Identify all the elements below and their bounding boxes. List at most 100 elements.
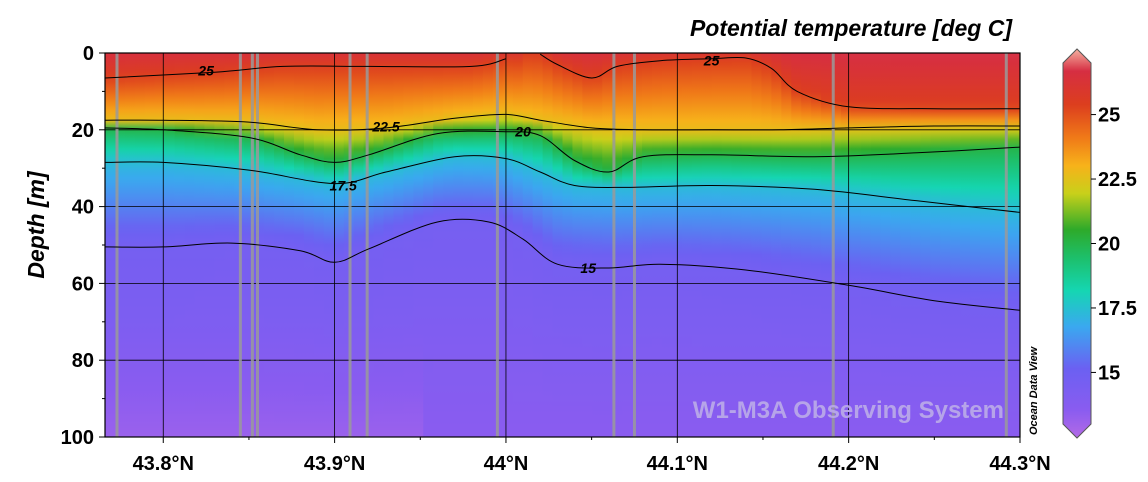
- field-column: [681, 53, 693, 437]
- field-column: [632, 53, 643, 437]
- contour-label: 25: [703, 53, 720, 69]
- field-column: [652, 53, 663, 437]
- field-column: [930, 53, 942, 437]
- field-column: [502, 53, 514, 437]
- field-column: [443, 53, 454, 437]
- field-column: [691, 53, 703, 437]
- field-column: [582, 53, 593, 437]
- field-column: [105, 53, 116, 437]
- field-column: [363, 53, 375, 437]
- contour-line-15: [105, 218, 1020, 311]
- contour-labels: 25 25 22.5 20 17.5 15: [197, 53, 719, 276]
- x-tick-label: 43.8°N: [133, 453, 194, 475]
- field-column: [1010, 53, 1020, 437]
- contour-line-22-5: [105, 113, 1020, 131]
- x-tick-label: 44.2°N: [818, 453, 879, 475]
- y-tick-label: 100: [61, 427, 94, 449]
- y-tick-label: 40: [72, 197, 94, 219]
- field-column: [731, 53, 743, 437]
- field-column: [393, 53, 404, 437]
- field-column: [423, 53, 434, 437]
- colorbar-tick-label: 15: [1098, 362, 1120, 384]
- field-column: [174, 53, 186, 437]
- field-column: [821, 53, 832, 437]
- contour-line-17-5: [105, 155, 1020, 213]
- field-column: [383, 53, 395, 437]
- field-column: [920, 53, 932, 437]
- station-lines: [115, 53, 1008, 437]
- y-axis-label: Depth [m]: [23, 170, 49, 279]
- colorbar-tick-label: 22.5: [1098, 169, 1137, 191]
- field-column: [293, 53, 305, 437]
- field-column: [840, 53, 852, 437]
- contour-line-25: [539, 53, 1020, 110]
- field-column: [323, 53, 335, 437]
- field-column: [552, 53, 564, 437]
- field-column: [990, 53, 1001, 437]
- chart-title: Potential temperature [deg C]: [690, 15, 1013, 41]
- plot-area: 25 25 22.5 20 17.5 15: [105, 53, 1020, 437]
- field-column: [791, 53, 802, 437]
- field-column: [472, 53, 484, 437]
- field-column: [463, 53, 474, 437]
- field-column: [900, 53, 912, 437]
- field-column: [303, 53, 315, 437]
- field-column: [642, 53, 653, 437]
- field-column: [274, 53, 285, 437]
- watermark: W1-M3A Observing System: [693, 397, 1004, 424]
- field-column: [701, 53, 713, 437]
- field-column: [711, 53, 723, 437]
- field-column: [940, 53, 951, 437]
- colorbar-tick-label: 17.5: [1098, 298, 1137, 320]
- contour-line-25: [105, 58, 507, 79]
- y-tick-label: 0: [83, 43, 94, 65]
- contour-line-20: [105, 127, 1020, 173]
- y-tick-label: 80: [72, 350, 94, 372]
- field-column: [532, 53, 544, 437]
- colorbar: 15 17.5 20 22.5 25: [1062, 48, 1137, 439]
- field-column: [572, 53, 583, 437]
- field-column: [214, 53, 225, 437]
- field-column: [910, 53, 922, 437]
- field-column: [313, 53, 325, 437]
- field-column: [264, 53, 275, 437]
- field-column: [194, 53, 206, 437]
- field-column: [204, 53, 216, 437]
- field-column: [164, 53, 176, 437]
- field-column: [890, 53, 902, 437]
- x-tick-label: 44.3°N: [989, 453, 1050, 475]
- field-column: [482, 53, 494, 437]
- contour-label: 25: [197, 62, 214, 78]
- field-column: [413, 53, 424, 437]
- field-column: [661, 53, 673, 437]
- field-column: [224, 53, 235, 437]
- field-column: [333, 53, 345, 437]
- y-tick-label: 60: [72, 273, 94, 295]
- ocean-data-view-credit: Ocean Data View: [1028, 345, 1040, 435]
- field-column: [602, 53, 613, 437]
- field-column: [960, 53, 971, 437]
- field-column: [284, 53, 295, 437]
- contour-label: 20: [514, 124, 531, 140]
- x-tick-label: 44.1°N: [647, 453, 708, 475]
- field-column: [811, 53, 822, 437]
- field-column: [860, 53, 872, 437]
- field-column: [244, 53, 255, 437]
- field-column: [403, 53, 414, 437]
- field-column: [801, 53, 812, 437]
- field-column: [134, 53, 146, 437]
- field-column: [761, 53, 772, 437]
- field-column: [542, 53, 554, 437]
- field-column: [622, 53, 633, 437]
- field-column: [980, 53, 991, 437]
- temperature-field: [105, 53, 1020, 437]
- field-column: [433, 53, 444, 437]
- colorbar-tick-label: 20: [1098, 234, 1120, 256]
- colorbar-ticks: 15 17.5 20 22.5 25: [1091, 105, 1137, 384]
- field-column: [522, 53, 534, 437]
- field-column: [741, 53, 753, 437]
- contour-lines: [105, 53, 1020, 311]
- field-column: [970, 53, 981, 437]
- field-column: [612, 53, 623, 437]
